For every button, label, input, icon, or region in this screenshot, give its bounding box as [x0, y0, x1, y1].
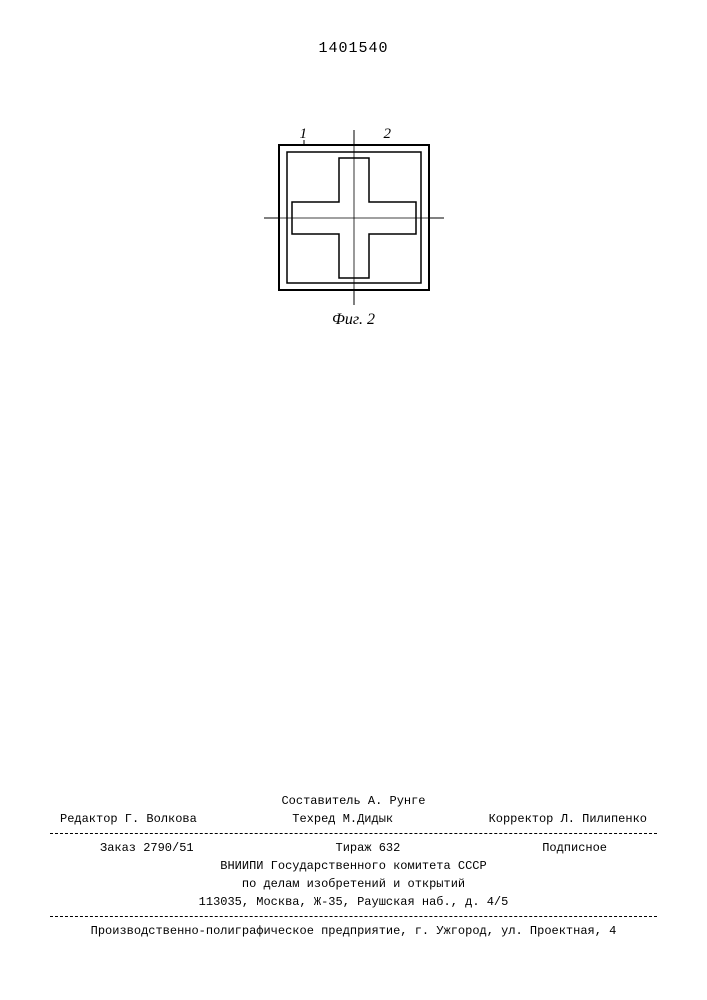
credits-line: Редактор Г. Волкова Техред М.Дидык Корре…: [50, 810, 657, 828]
compiler-line: Составитель А. Рунге: [50, 792, 657, 810]
page: 1401540 1 2 Фиг. 2 Составите: [0, 0, 707, 1000]
printer-info: Производственно-полиграфическое предприя…: [50, 922, 657, 940]
corrector: Корректор Л. Пилипенко: [489, 810, 647, 828]
org-name-1: ВНИИПИ Государственного комитета СССР: [50, 857, 657, 875]
figure-label: Фиг. 2: [264, 311, 444, 329]
document-number: 1401540: [318, 40, 388, 57]
figure-2: 1 2 Фиг. 2: [264, 130, 444, 329]
divider-2: [50, 916, 657, 917]
callout-1: 1: [300, 126, 308, 143]
org-name-2: по делам изобретений и открытий: [50, 875, 657, 893]
divider-1: [50, 833, 657, 834]
colophon: Составитель А. Рунге Редактор Г. Волкова…: [50, 792, 657, 940]
order-number: Заказ 2790/51: [100, 839, 194, 857]
print-run: Тираж 632: [336, 839, 401, 857]
print-info: Заказ 2790/51 Тираж 632 Подписное: [50, 839, 657, 857]
callout-2: 2: [384, 126, 392, 143]
subscription: Подписное: [542, 839, 607, 857]
tech-editor: Техред М.Дидык: [292, 810, 393, 828]
org-address: 113035, Москва, Ж-35, Раушская наб., д. …: [50, 893, 657, 911]
editor: Редактор Г. Волкова: [60, 810, 197, 828]
figure-svg: [264, 130, 444, 305]
